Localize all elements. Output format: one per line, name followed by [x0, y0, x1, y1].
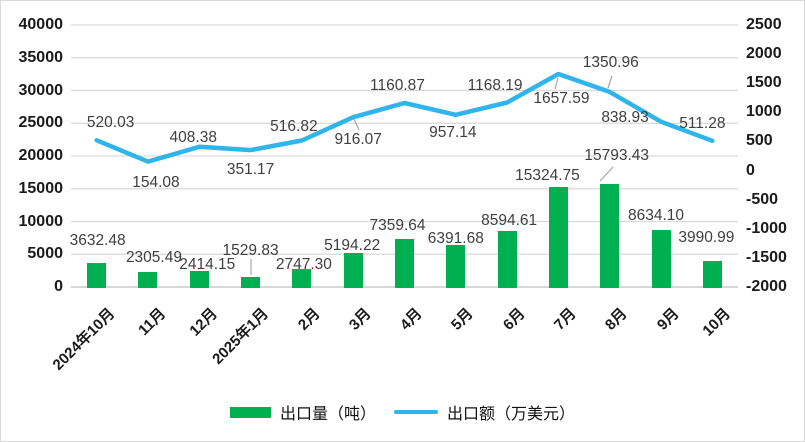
x-axis-category-label: 6月	[499, 305, 529, 334]
x-axis-category-label: 5月	[448, 305, 477, 334]
right-axis-tick: 500	[746, 132, 773, 150]
bar-value-label: 15324.75	[515, 167, 580, 184]
x-axis-category-label: 9月	[653, 305, 683, 334]
left-axis-tick: 35000	[18, 48, 64, 66]
left-axis-tick: 5000	[27, 245, 63, 263]
bar	[651, 230, 671, 288]
x-axis-category-label: 12月	[185, 305, 221, 340]
left-axis-tick: 40000	[18, 16, 64, 33]
left-axis-tick: 0	[54, 278, 63, 295]
bar-value-label: 2747.30	[275, 256, 332, 273]
line-value-label: 520.03	[86, 114, 135, 131]
x-axis-category-label: 4月	[397, 305, 426, 334]
left-axis-tick: 20000	[18, 147, 64, 164]
bar-value-label: 2414.15	[179, 256, 236, 273]
line-value-label: 916.07	[334, 131, 382, 148]
bar	[446, 245, 466, 288]
bar	[600, 183, 620, 288]
left-axis-tick: 25000	[18, 114, 64, 132]
x-axis-category-label: 2月	[294, 305, 324, 334]
x-axis-category-label: 8月	[602, 305, 631, 334]
bar	[343, 252, 363, 288]
x-axis-category-label: 2024年10月	[49, 305, 118, 374]
x-axis-category-label: 11月	[135, 305, 170, 339]
x-axis-category-label: 7月	[551, 305, 580, 334]
bar	[292, 269, 312, 288]
line-value-label: 957.14	[429, 124, 477, 141]
legend-item-export-value: 出口额（万美元）	[394, 400, 575, 424]
x-axis-category-label: 10月	[699, 305, 734, 340]
bar	[395, 238, 414, 288]
right-axis-tick: 1500	[746, 74, 782, 92]
bar-value-label: 8594.61	[481, 212, 538, 229]
left-axis-tick: 15000	[18, 179, 64, 197]
left-axis-tick: 10000	[18, 212, 64, 230]
right-axis-tick: -2000	[746, 278, 787, 295]
right-axis-tick: 2500	[746, 16, 782, 33]
legend: 出口量（吨） 出口额（万美元）	[1, 400, 804, 424]
x-axis-category-label: 3月	[345, 305, 375, 334]
right-axis-tick: 0	[746, 161, 755, 179]
bar-value-label: 3990.99	[678, 229, 735, 246]
bar-value-label: 8634.10	[628, 207, 685, 224]
bar-value-label: 7359.64	[369, 217, 426, 234]
left-axis-tick: 30000	[18, 81, 64, 99]
line-value-label: 351.17	[226, 161, 275, 178]
bar	[189, 271, 209, 288]
line-value-label: 408.38	[169, 129, 217, 146]
bar	[138, 271, 158, 288]
line-value-label: 1168.19	[467, 77, 523, 94]
bar	[497, 230, 517, 288]
line-value-label: 154.08	[132, 174, 180, 191]
right-axis-tick: 2000	[746, 45, 782, 63]
bar-value-label: 5194.22	[324, 237, 381, 254]
bar-value-label: 1529.83	[222, 242, 279, 259]
bar-value-label: 15793.43	[584, 147, 650, 164]
bar-value-label: 2305.49	[125, 249, 182, 266]
line-value-label: 1160.87	[370, 77, 425, 94]
line-value-label: 516.82	[270, 118, 318, 135]
right-axis-tick: -1000	[746, 219, 787, 237]
bar-value-label: 3632.48	[69, 232, 126, 249]
label-leader-line	[353, 118, 360, 131]
line-value-label: 838.93	[601, 109, 649, 126]
bar	[548, 186, 568, 288]
legend-label-export-value: 出口额（万美元）	[447, 406, 576, 423]
bar	[241, 276, 261, 288]
label-leader-line	[607, 75, 613, 89]
right-axis-tick: -1500	[746, 248, 787, 266]
label-leader-line	[554, 77, 559, 90]
bar-value-label: 6391.68	[427, 230, 484, 247]
right-axis-tick: -500	[746, 190, 779, 208]
line-swatch-icon	[394, 410, 438, 414]
bar	[702, 260, 722, 288]
bar	[87, 263, 107, 288]
line-value-label: 511.28	[679, 115, 726, 132]
line-value-label: 1350.96	[582, 54, 639, 71]
legend-label-export-volume: 出口量（吨）	[279, 406, 376, 423]
legend-item-export-volume: 出口量（吨）	[229, 400, 376, 424]
bar-swatch-icon	[229, 406, 271, 418]
line-value-label: 1657.59	[533, 90, 590, 107]
right-axis-tick: 1000	[746, 103, 782, 121]
